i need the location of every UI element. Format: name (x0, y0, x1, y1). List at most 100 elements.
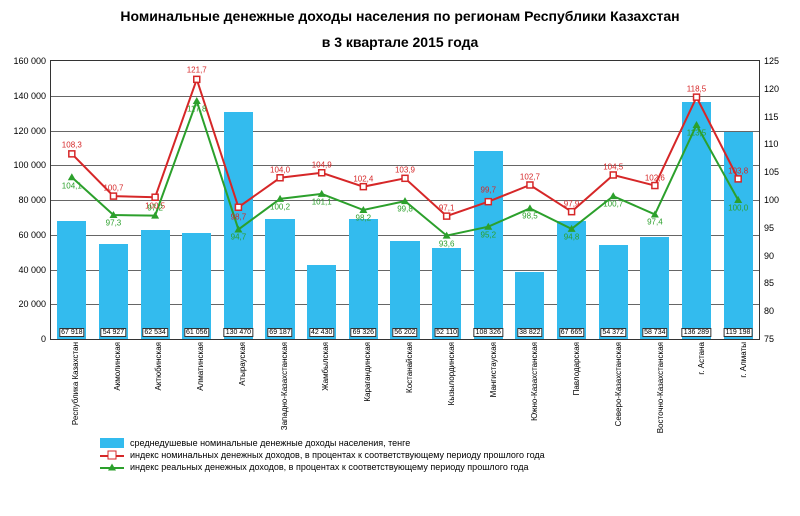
red-marker (402, 175, 408, 181)
red-data-label: 97,1 (439, 204, 455, 213)
red-data-label: 104,5 (603, 162, 623, 171)
green-data-label: 97,2 (147, 203, 163, 212)
red-marker (110, 193, 116, 199)
red-marker (69, 151, 75, 157)
x-tick-label: Акмолинская (92, 342, 134, 430)
lines-overlay (51, 61, 759, 339)
x-axis-labels: Республика КазахстанАкмолинскаяАктюбинск… (50, 342, 760, 430)
red-marker (694, 94, 700, 100)
red-marker (652, 183, 658, 189)
green-data-label: 100,7 (603, 200, 623, 209)
green-swatch (100, 462, 124, 472)
x-tick-label: Актюбинская (134, 342, 176, 430)
y-right-tick: 80 (764, 306, 789, 316)
chart-title-line2: в 3 квартале 2015 года (0, 26, 800, 52)
x-tick-label: Восточно-Казахстанская (635, 342, 677, 430)
x-tick-label: Республика Казахстан (50, 342, 92, 430)
y-left-tick: 80 000 (6, 195, 46, 205)
green-data-label: 99,8 (397, 205, 413, 214)
red-data-label: 98,7 (231, 213, 247, 222)
x-tick-label: Жамбылская (301, 342, 343, 430)
green-data-label: 95,2 (480, 230, 496, 239)
x-tick-label: Карагандинская (342, 342, 384, 430)
green-data-label: 98,5 (522, 212, 538, 221)
red-data-label: 121,7 (187, 66, 207, 75)
green-data-label: 100,2 (270, 202, 290, 211)
x-tick-label: г. Алматы (718, 342, 760, 430)
red-marker (235, 204, 241, 210)
y-right-tick: 75 (764, 334, 789, 344)
green-marker (193, 97, 201, 104)
legend-green-label: индекс реальных денежных доходов, в проц… (130, 462, 529, 472)
y-right-tick: 105 (764, 167, 789, 177)
legend-item-red: индекс номинальных денежных доходов, в п… (100, 450, 545, 460)
y-right-tick: 95 (764, 223, 789, 233)
green-data-label: 98,2 (356, 214, 372, 223)
green-data-label: 113,5 (687, 128, 706, 137)
y-left-tick: 160 000 (6, 56, 46, 66)
y-left-tick: 40 000 (6, 265, 46, 275)
bar-swatch (100, 438, 124, 448)
red-data-label: 102,7 (520, 172, 540, 181)
chart-plot-area: 020 00040 00060 00080 000100 000120 0001… (50, 60, 760, 340)
legend-red-label: индекс номинальных денежных доходов, в п… (130, 450, 545, 460)
red-marker (319, 170, 325, 176)
green-data-label: 97,4 (647, 218, 663, 227)
red-data-label: 104,9 (312, 160, 332, 169)
green-marker (68, 173, 76, 180)
y-left-tick: 20 000 (6, 299, 46, 309)
green-data-label: 104,1 (62, 182, 82, 191)
green-data-label: 100,0 (728, 204, 748, 213)
red-data-label: 100,7 (103, 184, 123, 193)
y-left-tick: 60 000 (6, 230, 46, 240)
x-tick-label: Мангистауская (468, 342, 510, 430)
red-line (72, 79, 738, 216)
legend-item-bar: среднедушевые номинальные денежные доход… (100, 438, 545, 448)
y-left-tick: 0 (6, 334, 46, 344)
y-right-tick: 90 (764, 251, 789, 261)
red-data-label: 103,8 (728, 166, 748, 175)
red-data-label: 102,4 (353, 174, 373, 183)
red-marker (485, 199, 491, 205)
red-marker (569, 209, 575, 215)
red-marker (735, 176, 741, 182)
red-data-label: 104,0 (270, 165, 290, 174)
x-tick-label: Западно-Казахстанская (259, 342, 301, 430)
green-marker (526, 204, 534, 211)
red-swatch (100, 450, 124, 460)
legend-bar-label: среднедушевые номинальные денежные доход… (130, 438, 410, 448)
green-marker (609, 192, 617, 199)
x-tick-label: Павлодарская (551, 342, 593, 430)
x-tick-label: г. Астана (676, 342, 718, 430)
y-right-tick: 85 (764, 278, 789, 288)
green-data-label: 97,3 (106, 219, 122, 228)
x-tick-label: Южно-Казахстанская (509, 342, 551, 430)
red-data-label: 102,6 (645, 173, 665, 182)
y-right-tick: 115 (764, 112, 789, 122)
green-data-label: 101,1 (312, 197, 332, 206)
green-marker (693, 121, 701, 128)
y-right-tick: 125 (764, 56, 789, 66)
red-data-label: 118,5 (687, 85, 706, 94)
y-right-tick: 110 (764, 139, 789, 149)
chart-title-line1: Номинальные денежные доходы населения по… (0, 0, 800, 26)
x-tick-label: Атырауская (217, 342, 259, 430)
green-marker (401, 197, 409, 204)
red-data-label: 97,9 (564, 199, 580, 208)
red-data-label: 103,9 (395, 166, 415, 175)
red-marker (527, 182, 533, 188)
y-left-tick: 120 000 (6, 126, 46, 136)
red-marker (360, 184, 366, 190)
red-marker (194, 76, 200, 82)
red-marker (152, 194, 158, 200)
x-tick-label: Кызылординская (426, 342, 468, 430)
green-data-label: 94,7 (231, 233, 247, 242)
y-right-tick: 120 (764, 84, 789, 94)
green-data-label: 117,8 (187, 105, 206, 114)
green-marker (734, 196, 742, 203)
red-marker (444, 213, 450, 219)
legend: среднедушевые номинальные денежные доход… (100, 438, 545, 474)
red-data-label: 99,7 (480, 185, 496, 194)
x-tick-label: Алматинская (175, 342, 217, 430)
red-marker (610, 172, 616, 178)
